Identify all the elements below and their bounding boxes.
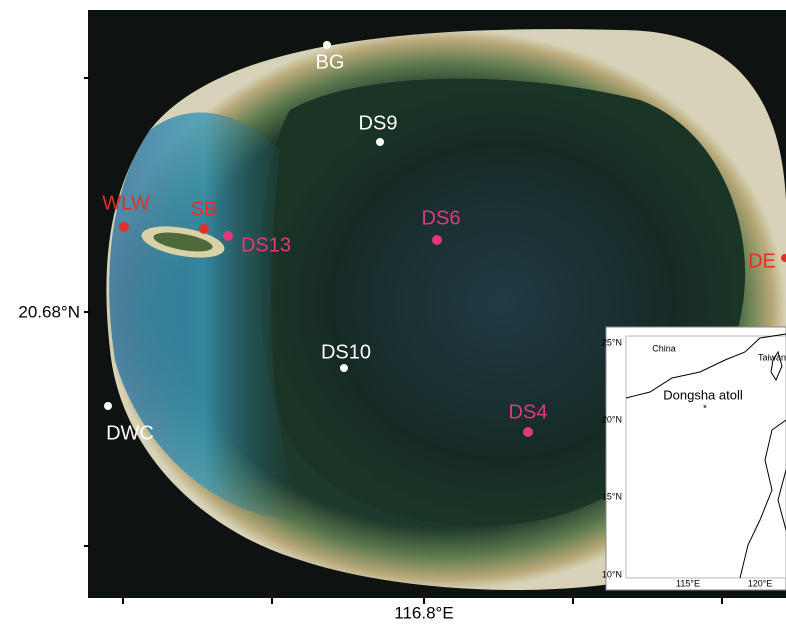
station-label: DS4 [509, 401, 548, 423]
station-dot [119, 222, 129, 232]
inset-label: China [652, 343, 676, 353]
inset-lat-tick: 10°N [602, 569, 622, 579]
inset-label: Dongsha atoll [663, 387, 743, 402]
lat-label: 20.68°N [18, 302, 80, 321]
station-dot [432, 235, 442, 245]
station-dot [223, 231, 233, 241]
station-dot [376, 138, 384, 146]
station-label: DWC [106, 422, 154, 444]
inset-frame [606, 327, 786, 590]
station-label: DS10 [321, 341, 371, 363]
station-label: DS9 [359, 112, 398, 134]
inset-label: Taiwan [758, 352, 786, 362]
inset-lon-tick: 115°E [676, 578, 700, 588]
station-dot [340, 364, 348, 372]
map: BG DS9 WLW SB DS13 DS6 DE DS10 DWC DS4 2… [0, 0, 786, 624]
station-label: SB [191, 198, 218, 220]
station-label: BG [316, 51, 345, 73]
inset-map: China Taiwan Dongsha atoll * 25°N 20°N 1… [602, 327, 786, 590]
inset-lat-tick: 25°N [602, 337, 622, 347]
station-dot [199, 224, 209, 234]
inset-lat-tick: 20°N [602, 414, 622, 424]
station-label: DS13 [241, 234, 291, 256]
station-dot [523, 427, 533, 437]
inset-lon-tick: 120°E [748, 578, 773, 588]
atoll-marker: * [703, 404, 707, 415]
station-dot [323, 41, 331, 49]
station-dot [104, 402, 112, 410]
station-label: DS6 [422, 207, 461, 229]
inset-lat-tick: 15°N [602, 491, 622, 501]
lon-label: 116.8°E [394, 603, 453, 622]
page: BG DS9 WLW SB DS13 DS6 DE DS10 DWC DS4 2… [0, 0, 786, 624]
station-label: WLW [102, 192, 150, 214]
station-label: DE [748, 250, 776, 272]
